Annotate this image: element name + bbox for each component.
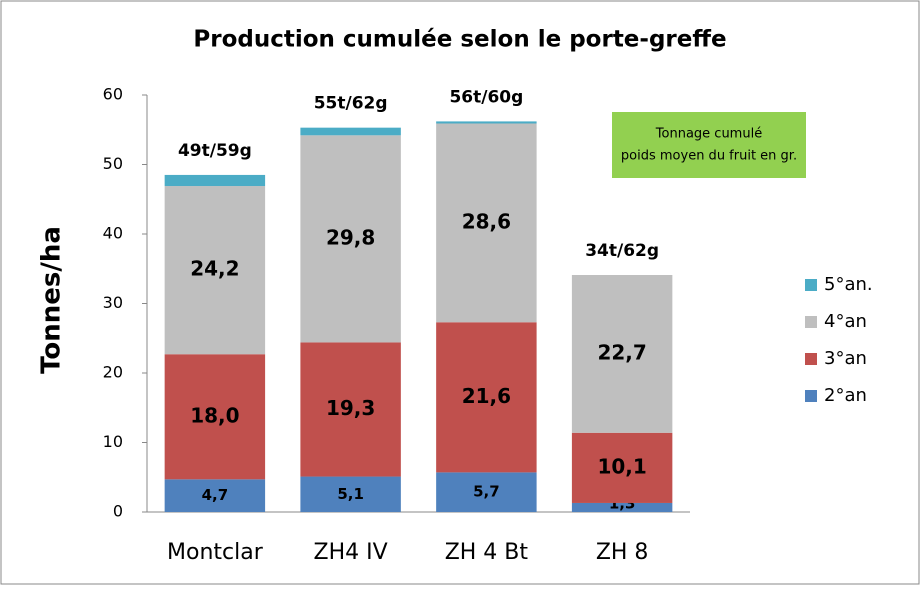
bar-segment: [164, 354, 266, 480]
bar-segment: [571, 502, 673, 512]
value-label: 19,3: [326, 396, 375, 420]
value-label: 28,6: [462, 209, 511, 233]
value-label: 5,1: [337, 485, 364, 503]
value-label: 10,1: [597, 454, 646, 478]
legend-label: 5°an.: [824, 274, 873, 295]
legend-swatch: [805, 390, 817, 402]
annotation-box: [612, 112, 806, 178]
value-label: 21,6: [462, 384, 511, 408]
bar-segment: [436, 123, 537, 323]
bar-segment: [436, 121, 537, 124]
chart-title: Production cumulée selon le porte-greffe: [193, 27, 726, 53]
legend-swatch: [805, 316, 817, 328]
bar-segment: [164, 174, 266, 187]
bar-segment: [436, 472, 537, 512]
legend-label: 2°an: [824, 385, 867, 406]
legend-swatch: [805, 279, 817, 291]
bar-segment: [164, 479, 266, 512]
bar-segment: [300, 135, 401, 343]
y-axis-label: Tonnes/ha: [37, 226, 67, 374]
y-tick-label: 40: [103, 224, 123, 243]
y-tick-label: 10: [103, 432, 123, 451]
x-tick-label: Montclar: [167, 540, 264, 565]
total-label: 49t/59g: [178, 141, 252, 161]
bar-segment: [300, 342, 401, 477]
bar-segment: [300, 127, 401, 136]
value-label: 4,7: [202, 486, 229, 504]
total-label: 34t/62g: [585, 241, 659, 261]
legend-label: 3°an: [824, 348, 867, 369]
bar-segment: [436, 322, 537, 473]
y-tick-label: 20: [103, 363, 123, 382]
y-tick-label: 50: [103, 154, 123, 173]
legend-swatch: [805, 353, 817, 365]
value-label: 5,7: [473, 483, 500, 501]
total-label: 55t/62g: [314, 94, 388, 114]
bar-segment: [571, 432, 673, 503]
annotation-text: Tonnage cumulé: [655, 127, 762, 142]
x-tick-label: ZH 8: [596, 540, 649, 565]
x-tick-label: ZH 4 Bt: [445, 540, 529, 565]
y-tick-label: 0: [113, 502, 123, 521]
bar-segment: [571, 275, 673, 433]
x-tick-label: ZH4 IV: [314, 540, 388, 565]
value-label: 18,0: [190, 403, 239, 427]
annotation-text: poids moyen du fruit en gr.: [621, 149, 797, 164]
y-tick-label: 60: [103, 85, 123, 104]
value-label: 24,2: [190, 257, 239, 281]
y-tick-label: 30: [103, 293, 123, 312]
value-label: 22,7: [597, 340, 646, 364]
bar-segment: [300, 476, 401, 512]
total-label: 56t/60g: [449, 87, 523, 107]
value-label: 29,8: [326, 225, 375, 249]
legend-label: 4°an: [824, 311, 867, 332]
bar-segment: [164, 186, 266, 355]
